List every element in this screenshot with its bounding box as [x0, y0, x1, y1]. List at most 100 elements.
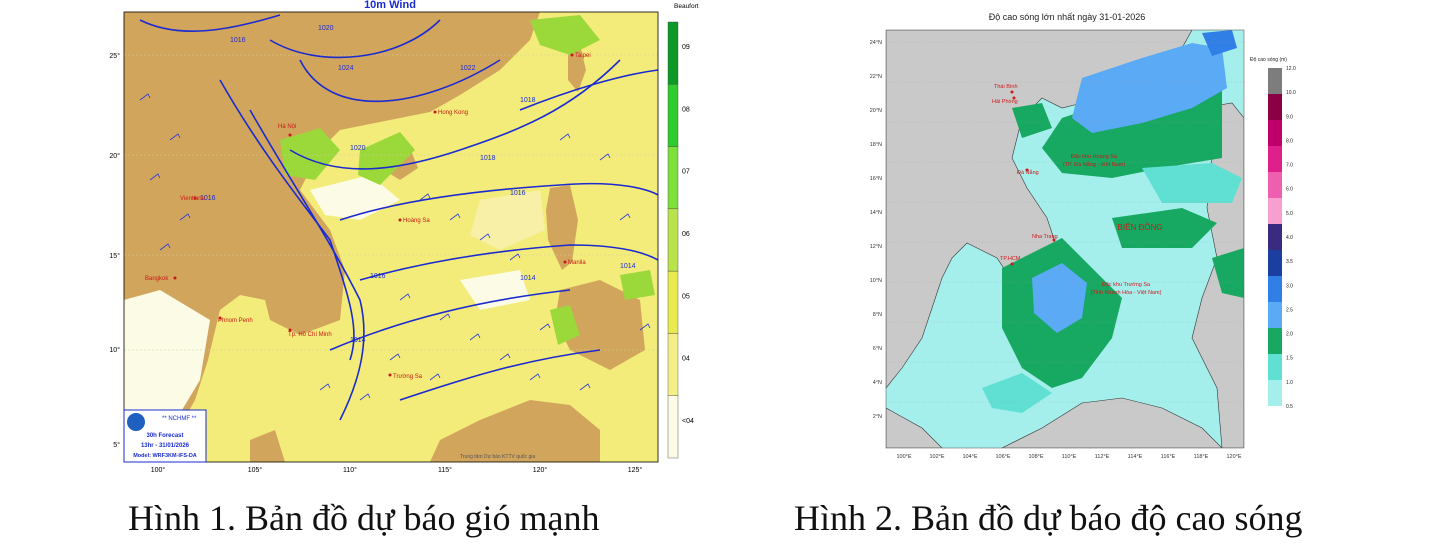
svg-text:Hải Phòng: Hải Phòng: [992, 99, 1018, 105]
wind-forecast-map: 10m Wind: [109, 0, 699, 474]
wave-colorbar-swatch: [1268, 94, 1282, 120]
land-sumatra: [886, 407, 943, 448]
wave-colorbar-swatch: [1268, 328, 1282, 354]
wave-colorbar-label: 2.5: [1286, 307, 1293, 313]
land-borneo: [430, 400, 600, 462]
wind-colorbar-label: 07: [682, 169, 690, 176]
svg-text:104°E: 104°E: [962, 454, 977, 460]
svg-text:2°N: 2°N: [873, 414, 882, 420]
wave-place-labels: Thái Bình Hải Phòng Đà Nẵng Nha Trang TP…: [992, 84, 1058, 266]
svg-text:(Tỉnh Khánh Hòa - Việt Nam): (Tỉnh Khánh Hòa - Việt Nam): [1091, 289, 1162, 296]
svg-text:TP.HCM: TP.HCM: [1000, 256, 1021, 262]
svg-text:114°E: 114°E: [1128, 454, 1143, 460]
svg-text:Manila: Manila: [568, 260, 586, 266]
wind-colorbar-swatch: [667, 270, 679, 334]
svg-text:25°: 25°: [109, 52, 120, 60]
svg-text:Thái Bình: Thái Bình: [994, 84, 1018, 90]
wind-colorbar-swatch: [667, 333, 679, 396]
isobar-labels: 1016 1020 1024 1022 1020 1018 1016 1016 …: [200, 25, 636, 344]
credit-text: Trung tâm Dự báo KTTV quốc gia: [460, 454, 535, 460]
wind-colorbar-swatch: [667, 208, 679, 272]
svg-text:1020: 1020: [350, 145, 366, 152]
svg-text:12°N: 12°N: [870, 244, 882, 250]
svg-text:Hong Kong: Hong Kong: [438, 110, 468, 116]
wind-colorbar-swatch: [667, 21, 679, 85]
svg-text:Hà Nội: Hà Nội: [278, 124, 296, 130]
wave-colorbar-label: 0.5: [1286, 404, 1293, 410]
svg-text:5°: 5°: [113, 441, 120, 449]
svg-text:Hoàng Sa: Hoàng Sa: [403, 218, 430, 224]
svg-text:Đà Nẵng: Đà Nẵng: [1017, 169, 1039, 176]
svg-text:1016: 1016: [200, 195, 216, 202]
wave-colorbar-swatch: [1268, 276, 1282, 302]
svg-text:Beaufort: Beaufort: [674, 3, 699, 10]
wave-map-title: Độ cao sóng lớn nhất ngày 31-01-2026: [989, 12, 1146, 22]
svg-text:10°N: 10°N: [870, 278, 882, 284]
wind-colorbar-label: 08: [682, 106, 690, 113]
land-borneo: [1001, 397, 1223, 448]
wave-colorbar-label: 7.0: [1286, 163, 1293, 169]
wind-colorbar: Beaufort 09 08 07 06 05 04 <04: [667, 3, 699, 459]
svg-text:13hr - 31/01/2026: 13hr - 31/01/2026: [141, 443, 190, 449]
svg-text:1020: 1020: [318, 25, 334, 32]
svg-text:1016: 1016: [370, 273, 386, 280]
wave-colorbar-label: 5.0: [1286, 211, 1293, 217]
place-labels: Hong Kong Taipei Hà Nội Vientiane Bangko…: [145, 53, 591, 380]
wave-lon-labels: 100°E 102°E 104°E 106°E 108°E 110°E 112°…: [896, 454, 1241, 460]
svg-text:BIỂN ĐÔNG: BIỂN ĐÔNG: [1118, 223, 1163, 232]
wave-sea-labels: Đặc khu Hoàng Sa (TP. Đà Nẵng - Việt Nam…: [1063, 154, 1163, 296]
nchmf-logo-box: ** NCHMF ** 30h Forecast 13hr - 31/01/20…: [123, 409, 207, 463]
svg-text:Đặc khu Hoàng Sa: Đặc khu Hoàng Sa: [1071, 154, 1118, 160]
wave-colorbar-swatch: [1268, 224, 1282, 250]
svg-text:1022: 1022: [460, 65, 476, 72]
svg-text:100°E: 100°E: [896, 454, 911, 460]
svg-text:8°N: 8°N: [873, 312, 882, 318]
svg-text:(TP. Đà Nẵng - Việt Nam): (TP. Đà Nẵng - Việt Nam): [1063, 161, 1125, 168]
wave-colorbar-label: 3.5: [1286, 259, 1293, 265]
wind-colorbar-label: 06: [682, 231, 690, 238]
wind-lon-labels: 100° 105° 110° 115° 120° 125°: [151, 466, 643, 474]
svg-text:4°N: 4°N: [873, 380, 882, 386]
wind-colorbar-label: 05: [682, 293, 690, 300]
land-mainland-asia: [124, 12, 540, 462]
wave-colorbar-label: 10.0: [1286, 90, 1296, 96]
land-taiwan: [568, 45, 586, 92]
svg-text:116°E: 116°E: [1161, 454, 1176, 460]
svg-text:20°: 20°: [109, 152, 120, 160]
caption-figure-2: Hình 2. Bản đồ dự báo độ cao sóng: [794, 498, 1303, 538]
svg-text:125°: 125°: [628, 466, 643, 474]
svg-text:18°N: 18°N: [870, 142, 882, 148]
svg-text:120°: 120°: [533, 466, 548, 474]
wind-colorbar-swatch: [667, 146, 679, 210]
svg-text:Vientiane: Vientiane: [180, 196, 206, 202]
svg-text:1016: 1016: [510, 190, 526, 197]
svg-text:1014: 1014: [620, 263, 636, 270]
svg-text:1016: 1016: [230, 37, 246, 44]
svg-text:120°E: 120°E: [1226, 454, 1241, 460]
wind-colorbar-swatch: [667, 395, 679, 459]
svg-text:20°N: 20°N: [870, 108, 882, 114]
wave-colorbar-label: 3.0: [1286, 283, 1293, 289]
wave-colorbar-label: 8.0: [1286, 138, 1293, 144]
wave-colorbar-swatch: [1268, 380, 1282, 406]
land-luzon: [546, 185, 578, 270]
wind-colorbar-swatch: [667, 84, 679, 147]
wave-colorbar-label: 6.0: [1286, 187, 1293, 193]
wind-colorbar-label: 09: [682, 44, 690, 51]
svg-text:Model: WRF3KM-IFS-DA: Model: WRF3KM-IFS-DA: [133, 453, 197, 459]
svg-text:106°E: 106°E: [995, 454, 1010, 460]
svg-text:Đặc khu Trường Sa: Đặc khu Trường Sa: [1102, 282, 1151, 288]
wave-colorbar-swatch: [1268, 250, 1282, 276]
svg-text:30h Forecast: 30h Forecast: [146, 433, 183, 439]
svg-text:Taipei: Taipei: [575, 53, 591, 59]
wave-colorbar-label: 1.5: [1286, 356, 1293, 362]
svg-text:Trường Sa: Trường Sa: [393, 374, 423, 380]
svg-text:Phnom Penh: Phnom Penh: [218, 318, 253, 324]
wave-colorbar-label: 9.0: [1286, 114, 1293, 120]
caption-figure-1: Hình 1. Bản đồ dự báo gió mạnh: [128, 498, 600, 538]
wind-colorbar-label: 04: [682, 356, 690, 363]
wave-colorbar-label: 4.0: [1286, 235, 1293, 241]
svg-text:110°: 110°: [343, 466, 357, 474]
wind-map-title: 10m Wind: [364, 0, 416, 11]
wave-colorbar-label: 1.0: [1286, 380, 1293, 386]
